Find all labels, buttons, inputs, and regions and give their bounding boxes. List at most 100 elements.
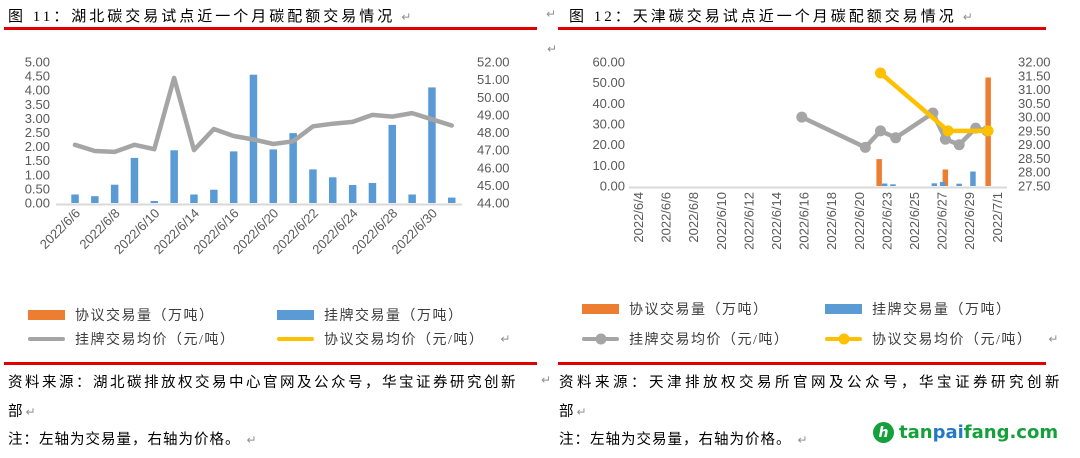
gray-line-marker-swatch-icon [582, 337, 619, 341]
gray-line-swatch-icon [28, 337, 65, 341]
return-mark-icon: ↵ [500, 332, 511, 346]
note-line: 注：左轴为交易量，右轴为价格。 ↵ [559, 432, 808, 448]
legend-label: 协议交易量（万吨） [629, 303, 769, 318]
svg-text:2022/6/4: 2022/6/4 [631, 192, 646, 243]
svg-text:2022/6/14: 2022/6/14 [769, 192, 784, 250]
svg-text:2.50: 2.50 [25, 125, 50, 140]
svg-text:47.00: 47.00 [477, 143, 510, 158]
legend-item-xieyi-volume: 协议交易量（万吨） [582, 299, 769, 319]
svg-text:49.00: 49.00 [477, 107, 510, 122]
svg-text:45.00: 45.00 [477, 178, 510, 193]
source-line-2: 部 ↵ [8, 404, 36, 420]
orange-bar-swatch-icon [28, 310, 65, 320]
svg-text:3.00: 3.00 [25, 111, 50, 126]
legend-item-guapai-price: 挂牌交易均价（元/吨） [28, 329, 235, 349]
return-mark-icon: ↵ [541, 373, 552, 387]
note-line: 注：左轴为交易量，右轴为价格。 ↵ [8, 432, 257, 448]
yellow-line-swatch-icon [277, 337, 314, 341]
tianjin-figure-panel: ↵ ↵ 图 12：天津碳交易试点近一个月碳配额交易情况 ↵ 0.00 10.00 20… [545, 0, 1080, 458]
svg-text:2022/6/16: 2022/6/16 [797, 192, 812, 250]
title-rule [558, 27, 1046, 30]
svg-text:29.00: 29.00 [1018, 137, 1051, 152]
svg-text:51.00: 51.00 [477, 72, 510, 87]
svg-text:31.50: 31.50 [1018, 68, 1051, 83]
blue-bar-swatch-icon [277, 310, 314, 320]
svg-text:2022/6/29: 2022/6/29 [962, 192, 977, 250]
figure-12-title: 图 12：天津碳交易试点近一个月碳配额交易情况 ↵ [569, 5, 973, 26]
svg-text:48.00: 48.00 [477, 125, 510, 140]
svg-text:30.00: 30.00 [592, 117, 625, 132]
svg-text:29.50: 29.50 [1018, 123, 1051, 138]
legend-item-guapai-volume: 挂牌交易量（万吨） [825, 299, 1012, 319]
legend-label: 协议交易均价（元/吨） [872, 333, 1033, 348]
footer-rule [4, 362, 537, 365]
svg-text:2.00: 2.00 [25, 139, 50, 154]
svg-text:2022/6/20: 2022/6/20 [852, 192, 867, 250]
svg-text:3.50: 3.50 [25, 97, 50, 112]
svg-text:20.00: 20.00 [592, 137, 625, 152]
legend-item-xieyi-price: 协议交易均价（元/吨） ↵ [825, 329, 1058, 349]
return-mark-icon: ↵ [576, 405, 587, 419]
svg-text:2022/6/18: 2022/6/18 [824, 192, 839, 250]
svg-text:30.00: 30.00 [1018, 110, 1051, 125]
svg-text:60.00: 60.00 [592, 55, 625, 70]
legend-item-guapai-price: 挂牌交易均价（元/吨） [582, 329, 789, 349]
return-mark-icon: ↵ [401, 10, 412, 24]
svg-text:30.50: 30.50 [1018, 96, 1051, 111]
return-mark-icon: ↵ [1048, 332, 1059, 346]
svg-text:28.50: 28.50 [1018, 151, 1051, 166]
svg-text:27.50: 27.50 [1018, 179, 1051, 194]
svg-text:0.00: 0.00 [600, 179, 625, 194]
svg-text:2022/6/10: 2022/6/10 [714, 192, 729, 250]
legend-item-xieyi-volume: 协议交易量（万吨） [28, 305, 215, 325]
tianjin-combo-chart: 0.0010.0020.0030.0040.0050.0060.0027.502… [592, 55, 1051, 250]
return-mark-icon: ↵ [546, 7, 557, 21]
svg-text:2022/6/23: 2022/6/23 [879, 192, 894, 250]
svg-text:1.00: 1.00 [25, 167, 50, 182]
hubei-combo-chart: 0.000.501.001.502.002.503.003.504.004.50… [25, 55, 510, 258]
figure-12-title-text: 图 12：天津碳交易试点近一个月碳配额交易情况 [569, 9, 957, 25]
legend-label: 挂牌交易量（万吨） [872, 303, 1012, 318]
svg-text:50.00: 50.00 [592, 75, 625, 90]
svg-text:0.00: 0.00 [25, 196, 50, 211]
svg-text:28.00: 28.00 [1018, 165, 1051, 180]
legend-item-xieyi-price: 协议交易均价（元/吨） ↵ [277, 329, 510, 349]
title-rule [4, 27, 537, 30]
svg-text:46.00: 46.00 [477, 160, 510, 175]
return-mark-icon: ↵ [962, 10, 973, 24]
figure-11-title: 图 11：湖北碳交易试点近一个月碳配额交易情况 ↵ [8, 5, 411, 26]
svg-text:32.00: 32.00 [1018, 55, 1051, 70]
blue-bar-swatch-icon [825, 304, 862, 314]
legend-label: 协议交易量（万吨） [75, 309, 215, 324]
yellow-line-marker-swatch-icon [825, 337, 862, 341]
tanpaifang-logo-icon: h [873, 422, 894, 443]
footer-rule [558, 362, 1046, 365]
source-line-1: 资料来源：湖北碳排放权交易中心官网及公众号，华宝证券研究创新 [8, 375, 518, 391]
hubei-figure-panel: 图 11：湖北碳交易试点近一个月碳配额交易情况 ↵ 0.00 0.50 1.00 1.5… [4, 5, 551, 448]
orange-bar-swatch-icon [582, 304, 619, 314]
svg-text:2022/6/8: 2022/6/8 [686, 192, 701, 243]
legend-label: 挂牌交易量（万吨） [324, 309, 464, 324]
source-line-2: 部 ↵ [559, 404, 587, 420]
svg-text:2022/6/12: 2022/6/12 [741, 192, 756, 250]
return-mark-icon: ↵ [547, 42, 558, 56]
svg-text:10.00: 10.00 [592, 158, 625, 173]
logo-text: tanpaifang.com [899, 422, 1059, 443]
svg-text:2022/7/1: 2022/7/1 [990, 192, 1005, 243]
svg-text:5.00: 5.00 [25, 55, 50, 70]
legend-item-guapai-volume: 挂牌交易量（万吨） [277, 305, 464, 325]
tanpaifang-logo[interactable]: h tanpaifang.com [873, 422, 1058, 443]
return-mark-icon: ↵ [246, 433, 257, 447]
svg-text:2022/6/25: 2022/6/25 [907, 192, 922, 250]
svg-text:2022/6/6: 2022/6/6 [37, 206, 83, 252]
legend-label: 协议交易均价（元/吨） [324, 333, 485, 348]
svg-text:4.50: 4.50 [25, 69, 50, 84]
svg-text:4.00: 4.00 [25, 83, 50, 98]
source-line-1: 资料来源：天津排放权交易所官网及公众号，华宝证券研究创新 [559, 375, 1063, 391]
svg-text:2022/6/27: 2022/6/27 [935, 192, 950, 250]
svg-text:1.50: 1.50 [25, 153, 50, 168]
svg-text:44.00: 44.00 [477, 196, 510, 211]
svg-text:0.50: 0.50 [25, 181, 50, 196]
figure-11-title-text: 图 11：湖北碳交易试点近一个月碳配额交易情况 [8, 9, 396, 25]
